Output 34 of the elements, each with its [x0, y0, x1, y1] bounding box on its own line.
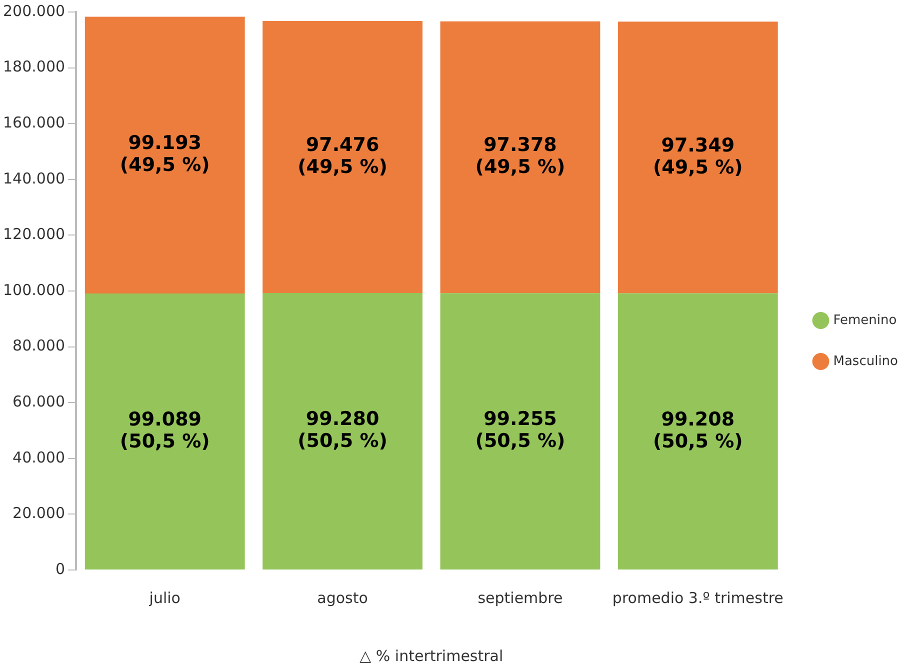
- y-tick-label: 40.000: [12, 448, 66, 466]
- y-tick-label: 60.000: [12, 392, 66, 410]
- data-label: 99.089 (50,5 %): [120, 408, 210, 452]
- data-label: 99.280 (50,5 %): [298, 408, 388, 452]
- x-axis-title: △ % intertrimestral: [360, 646, 504, 665]
- x-tick-label: agosto: [317, 588, 368, 607]
- bar: [84, 294, 245, 570]
- data-label: 97.476 (49,5 %): [298, 134, 388, 178]
- data-label: 99.255 (50,5 %): [475, 408, 566, 452]
- bar: [618, 293, 778, 570]
- legend-label: Femenino: [833, 312, 897, 328]
- bar: [440, 21, 600, 294]
- y-tick-label: 80.000: [12, 336, 66, 355]
- bar: [440, 293, 600, 570]
- bar: [84, 16, 245, 294]
- data-label: 99.208 (50,5 %): [652, 408, 743, 452]
- data-label: 97.349 (49,5 %): [652, 134, 743, 178]
- bar: [262, 293, 422, 570]
- y-tick-label: 140.000: [3, 169, 66, 188]
- y-tick-label: 120.000: [3, 225, 66, 244]
- y-tick-label: 160.000: [3, 113, 66, 132]
- x-tick-label: promedio 3.º trimestre: [612, 588, 784, 607]
- y-tick-label: 200.000: [3, 2, 66, 20]
- y-tick-label: 0: [55, 560, 66, 578]
- bar: [262, 21, 422, 294]
- y-tick-label: 20.000: [12, 504, 66, 522]
- legend-label: Masculino: [833, 354, 898, 369]
- bar: [618, 22, 778, 294]
- data-label: 97.378 (49,5 %): [475, 134, 566, 178]
- x-tick-label: septiembre: [478, 588, 563, 607]
- data-label: 99.193 (49,5 %): [120, 132, 210, 176]
- y-tick-label: 180.000: [3, 58, 66, 76]
- y-tick-label: 100.000: [3, 280, 66, 299]
- x-tick-label: julio: [148, 588, 180, 607]
